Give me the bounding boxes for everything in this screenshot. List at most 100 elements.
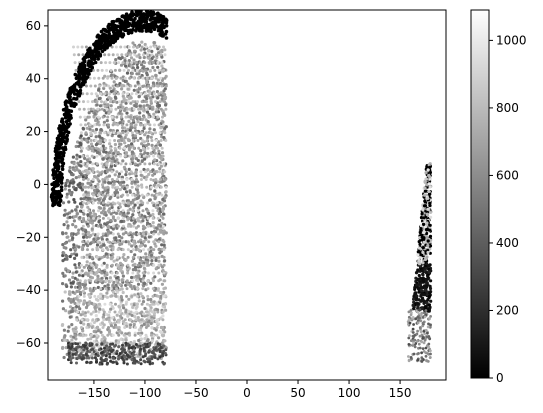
data-point	[127, 45, 131, 49]
data-point	[419, 216, 424, 220]
data-point	[129, 170, 133, 174]
data-point	[160, 78, 164, 82]
data-point	[76, 45, 80, 49]
data-point	[111, 123, 115, 127]
data-point	[77, 273, 82, 277]
data-point	[130, 313, 134, 317]
data-point	[141, 219, 145, 223]
data-point	[109, 212, 113, 216]
data-point	[118, 100, 121, 104]
data-point	[106, 255, 110, 259]
data-point	[133, 53, 137, 57]
data-point	[127, 59, 131, 63]
data-point	[154, 328, 158, 332]
data-point	[146, 345, 150, 349]
data-point	[134, 123, 138, 127]
data-point	[76, 183, 80, 187]
data-point	[80, 255, 84, 259]
data-point	[63, 208, 67, 212]
data-point	[65, 111, 69, 116]
data-point	[115, 76, 118, 80]
data-point	[118, 261, 123, 265]
data-point	[104, 154, 108, 158]
data-point	[111, 252, 115, 256]
data-point	[106, 248, 110, 252]
data-point	[162, 344, 166, 348]
data-point	[74, 144, 78, 149]
data-point	[131, 209, 135, 213]
data-point	[131, 268, 135, 272]
data-point	[99, 139, 103, 142]
data-point	[116, 341, 120, 345]
data-point	[101, 157, 105, 161]
data-point	[157, 123, 161, 127]
data-point	[73, 61, 77, 65]
data-point	[124, 162, 128, 166]
data-point	[101, 240, 105, 244]
data-point	[98, 344, 102, 349]
data-point	[135, 294, 139, 298]
data-point	[426, 239, 430, 243]
data-point	[108, 139, 112, 142]
data-point	[161, 326, 165, 329]
data-point	[64, 181, 68, 185]
data-point	[425, 212, 429, 217]
data-point	[156, 146, 159, 150]
data-point	[79, 348, 84, 352]
data-point	[72, 185, 76, 189]
data-point	[96, 354, 100, 358]
data-point	[147, 255, 151, 259]
data-point	[91, 224, 95, 228]
data-point	[121, 255, 125, 259]
data-point	[99, 356, 103, 360]
data-point	[112, 286, 116, 290]
data-point	[85, 356, 89, 360]
data-point	[98, 152, 102, 156]
data-point	[125, 178, 129, 181]
data-point	[426, 309, 430, 313]
data-point	[106, 103, 110, 107]
data-point	[135, 10, 140, 15]
data-point	[426, 325, 430, 329]
data-point	[146, 357, 149, 361]
data-point	[80, 248, 84, 252]
data-point	[164, 24, 169, 28]
data-point	[160, 201, 164, 205]
data-point	[117, 92, 120, 96]
data-point	[65, 220, 69, 224]
data-point	[81, 126, 85, 130]
data-point	[100, 342, 104, 346]
data-point	[90, 146, 94, 150]
data-point	[133, 115, 137, 119]
data-point	[112, 182, 116, 186]
data-point	[141, 107, 145, 111]
x-tick-label: 0	[243, 386, 251, 400]
data-point	[81, 310, 85, 314]
data-point	[159, 53, 163, 57]
data-point	[132, 58, 136, 62]
data-point	[131, 193, 134, 197]
data-point	[412, 341, 415, 345]
data-point	[100, 255, 104, 259]
data-point	[147, 48, 151, 53]
data-point	[160, 221, 164, 225]
data-point	[136, 255, 140, 259]
data-point	[126, 248, 130, 252]
data-point	[67, 351, 71, 355]
data-point	[118, 329, 122, 333]
colorbar-tick-label: 0	[496, 371, 504, 385]
data-point	[107, 326, 110, 329]
data-point	[103, 302, 107, 306]
data-point	[93, 60, 98, 65]
data-point	[161, 120, 165, 124]
data-point	[78, 283, 82, 287]
data-point	[92, 209, 95, 213]
data-point	[102, 84, 106, 88]
data-point	[157, 255, 161, 259]
data-point	[116, 84, 119, 88]
data-point	[150, 318, 154, 322]
data-point	[60, 146, 64, 150]
data-point	[87, 115, 91, 119]
data-point	[417, 273, 421, 278]
data-point	[128, 190, 132, 194]
